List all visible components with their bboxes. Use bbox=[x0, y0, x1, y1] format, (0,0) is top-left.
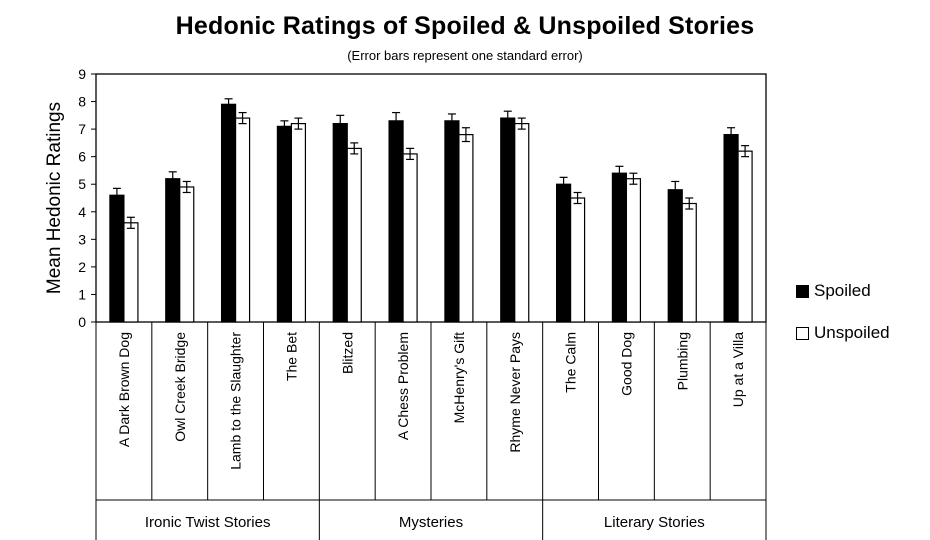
category-label: Rhyme Never Pays bbox=[507, 332, 523, 453]
y-tick-label: 0 bbox=[78, 314, 86, 330]
y-tick-label: 1 bbox=[78, 286, 86, 302]
group-label: Literary Stories bbox=[604, 514, 705, 531]
bar-unspoiled bbox=[737, 150, 753, 323]
category-label: Good Dog bbox=[618, 332, 634, 396]
bar-spoiled bbox=[109, 194, 125, 323]
y-tick-label: 8 bbox=[78, 94, 86, 110]
y-tick-label: 5 bbox=[78, 176, 86, 192]
y-tick-label: 7 bbox=[78, 121, 86, 137]
group-label: Mysteries bbox=[399, 514, 463, 531]
y-tick-label: 9 bbox=[78, 66, 86, 82]
legend-swatch-unspoiled bbox=[796, 326, 809, 340]
chart-title: Hedonic Ratings of Spoiled & Unspoiled S… bbox=[175, 12, 755, 40]
legend-swatch-spoiled bbox=[796, 284, 809, 298]
bar-spoiled bbox=[723, 134, 739, 323]
y-tick-label: 2 bbox=[78, 259, 86, 275]
bar-spoiled bbox=[165, 178, 181, 323]
y-tick-label: 6 bbox=[78, 149, 86, 165]
category-label: McHenry's Gift bbox=[451, 332, 467, 423]
bar-spoiled bbox=[332, 122, 348, 323]
bar-unspoiled bbox=[402, 153, 418, 323]
y-tick-label: 3 bbox=[78, 231, 86, 247]
plot-frame bbox=[95, 73, 767, 323]
bar-unspoiled bbox=[234, 117, 251, 323]
bar-unspoiled bbox=[179, 186, 195, 323]
category-label: Owl Creek Bridge bbox=[172, 332, 188, 442]
category-label: Lamb to the Slaughter bbox=[228, 332, 244, 470]
legend-label-unspoiled: Unspoiled bbox=[814, 323, 890, 342]
bar-spoiled bbox=[220, 103, 237, 323]
bar-unspoiled bbox=[681, 202, 697, 323]
category-label: Up at a Villa bbox=[730, 332, 746, 407]
y-tick-label: 4 bbox=[78, 204, 86, 220]
bar-spoiled bbox=[667, 189, 683, 323]
y-axis-title: Mean Hedonic Ratings bbox=[44, 102, 65, 294]
bar-unspoiled bbox=[290, 122, 307, 323]
bar-spoiled bbox=[500, 117, 516, 323]
legend: Spoiled Unspoiled bbox=[796, 280, 890, 364]
bar-unspoiled bbox=[625, 178, 642, 323]
bar-spoiled bbox=[555, 183, 572, 323]
bar-unspoiled bbox=[346, 147, 362, 323]
bar-spoiled bbox=[611, 172, 628, 323]
bar-unspoiled bbox=[458, 134, 474, 323]
bar-unspoiled bbox=[569, 197, 586, 323]
bar-spoiled bbox=[388, 120, 404, 323]
group-label: Ironic Twist Stories bbox=[145, 514, 271, 531]
legend-item-unspoiled: Unspoiled bbox=[796, 322, 890, 344]
chart-subtitle: (Error bars represent one standard error… bbox=[347, 48, 583, 63]
category-label: Blitzed bbox=[339, 332, 355, 374]
category-label: The Calm bbox=[563, 332, 579, 393]
bar-spoiled bbox=[444, 120, 460, 323]
bar-unspoiled bbox=[514, 122, 530, 323]
category-label: Plumbing bbox=[674, 332, 690, 390]
category-label: A Chess Problem bbox=[395, 332, 411, 440]
legend-label-spoiled: Spoiled bbox=[814, 281, 871, 300]
bar-spoiled bbox=[276, 125, 293, 323]
legend-item-spoiled: Spoiled bbox=[796, 280, 890, 302]
category-label: The Bet bbox=[283, 332, 299, 381]
category-label: A Dark Brown Dog bbox=[116, 332, 132, 447]
bar-unspoiled bbox=[123, 222, 139, 323]
